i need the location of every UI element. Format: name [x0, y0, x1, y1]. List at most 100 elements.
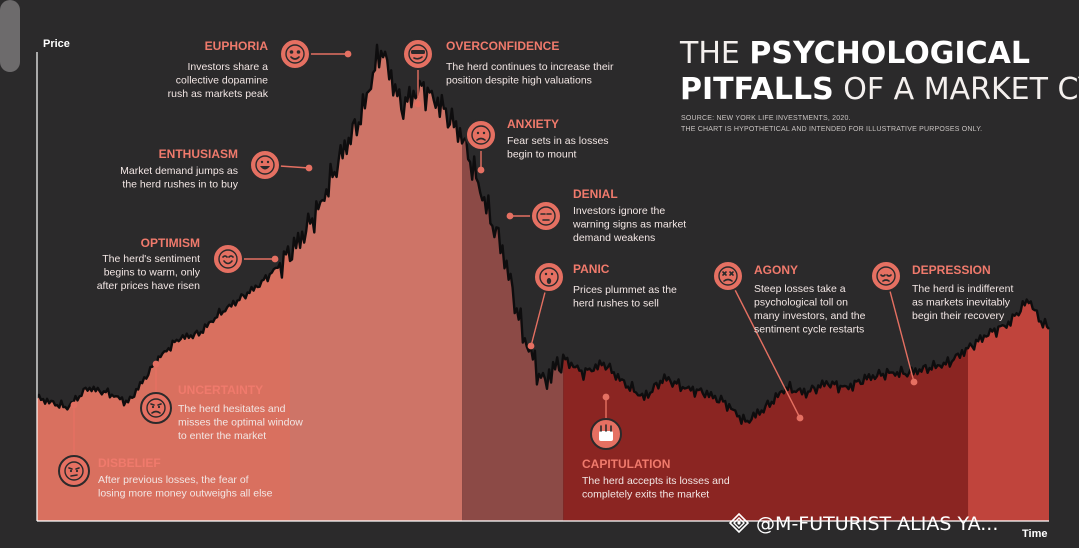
connector-dot-panic — [527, 342, 535, 350]
phase-desc-capitulation: The herd accepts its losses and — [582, 475, 730, 487]
phase-desc-anxiety: begin to mount — [507, 149, 577, 161]
connector-dot-depression — [910, 378, 918, 386]
scrollbar[interactable] — [0, 0, 20, 72]
y-axis-label: Price — [43, 38, 70, 50]
annotation-agony: AGONY Steep losses take a psychological to… — [712, 260, 866, 422]
phase-desc-denial: Investors ignore the — [573, 205, 665, 217]
white-flag-icon — [590, 418, 622, 450]
phase-label-panic: PANIC — [573, 262, 610, 276]
watermark-text: @M-FUTURIST ALIAS YA... — [756, 513, 999, 535]
phase-annotations: EUPHORIA Investors share a collective dopa… — [58, 38, 1013, 501]
annotation-overconfidence: OVERCONFIDENCE The herd continues to incr… — [402, 38, 614, 108]
sad-face-icon — [870, 260, 902, 292]
phase-desc-disbelief: After previous losses, the fear of — [98, 474, 249, 486]
source-line: SOURCE: NEW YORK LIFE INVESTMENTS, 2020. — [681, 115, 851, 122]
connector-dot-enthusiasm — [305, 164, 313, 172]
connector-dot-uncertainty — [152, 360, 160, 368]
annotation-capitulation: CAPITULATION The herd accepts its losses … — [582, 393, 730, 501]
connector-dot-disbelief — [70, 401, 78, 409]
chart-title: THE PSYCHOLOGICAL PITFALLS OF A MARKET C… — [679, 36, 1079, 133]
unamused-face-icon — [530, 200, 562, 232]
annotation-anxiety: ANXIETY Fear sets in as losses begin to mo… — [465, 117, 609, 174]
phase-desc-uncertainty: misses the optimal window — [178, 417, 303, 429]
connector-agony — [727, 275, 801, 419]
connector-dot-capitulation — [602, 393, 610, 401]
phase-desc-euphoria: rush as markets peak — [168, 88, 269, 100]
title-part-pitfalls: PITFALLS — [680, 72, 834, 107]
phase-desc-optimism: The herd's sentiment — [102, 253, 200, 265]
annotation-depression: DEPRESSION The herd is indifferent as mark… — [870, 260, 1013, 386]
diamond-logo-icon — [728, 512, 756, 535]
smiling-face-icon — [212, 243, 244, 275]
phase-desc-euphoria: Investors share a — [187, 61, 268, 73]
annotation-panic: PANIC Prices plummet as the herd rushes to… — [527, 261, 677, 350]
phase-desc-disbelief: losing more money outweighs all else — [98, 488, 273, 500]
phase-desc-agony: psychological toll on — [754, 297, 848, 309]
crying-face-icon — [712, 260, 744, 292]
sunglasses-face-icon — [402, 38, 434, 70]
worried-face-icon — [140, 392, 172, 424]
phase-desc-overconfidence: The herd continues to increase their — [446, 61, 614, 73]
title-line-1: THE PSYCHOLOGICAL — [679, 36, 1030, 71]
annotation-disbelief: DISBELIEF After previous losses, the fear… — [58, 401, 273, 500]
phase-label-enthusiasm: ENTHUSIASM — [159, 147, 238, 161]
title-part-rest: OF A MARKET CYCLE — [834, 72, 1079, 107]
phase-desc-enthusiasm: the herd rushes in to buy — [122, 179, 238, 191]
phase-desc-euphoria: collective dopamine — [176, 75, 268, 87]
phase-desc-optimism: begins to warm, only — [104, 267, 201, 279]
phase-desc-uncertainty: The herd hesitates and — [178, 403, 286, 415]
title-line-2: PITFALLS OF A MARKET CYCLE — [680, 72, 1079, 107]
grinning-face-icon — [249, 149, 281, 181]
anxious-face-icon — [465, 119, 497, 151]
phase-label-anxiety: ANXIETY — [507, 117, 559, 131]
connector-dot-overconfidence — [414, 100, 422, 108]
annotation-euphoria: EUPHORIA Investors share a collective dopa… — [168, 38, 352, 100]
phase-desc-panic: Prices plummet as the — [573, 284, 677, 296]
phase-desc-agony: sentiment cycle restarts — [754, 324, 864, 336]
phase-label-agony: AGONY — [754, 263, 798, 277]
phase-desc-optimism: after prices have risen — [97, 280, 200, 292]
disclaimer-line: THE CHART IS HYPOTHETICAL AND INTENDED F… — [681, 126, 982, 133]
connector-dot-anxiety — [477, 166, 485, 174]
phase-label-uncertainty: UNCERTAINTY — [178, 383, 263, 397]
annotation-denial: DENIAL Investors ignore the warning signs … — [506, 187, 686, 244]
phase-label-overconfidence: OVERCONFIDENCE — [446, 39, 559, 53]
phase-desc-depression: The herd is indifferent — [912, 283, 1013, 295]
phase-desc-overconfidence: position despite high valuations — [446, 75, 592, 87]
phase-zone-1 — [37, 246, 290, 521]
phase-desc-uncertainty: to enter the market — [178, 430, 266, 442]
connector-dot-optimism — [271, 255, 279, 263]
connector-dot-agony — [796, 414, 804, 422]
price-line — [36, 43, 1050, 425]
skeptical-face-icon — [58, 455, 90, 487]
phase-desc-denial: demand weakens — [573, 232, 655, 244]
phase-zone-4 — [563, 348, 969, 521]
annotation-optimism: OPTIMISM The herd's sentiment begins to wa… — [97, 236, 279, 292]
phase-desc-denial: warning signs as market — [572, 219, 686, 231]
starry-eyes-face-icon — [279, 38, 311, 70]
phase-desc-depression: begin their recovery — [912, 310, 1005, 322]
phase-desc-agony: Steep losses take a — [754, 283, 846, 295]
connector-dot-denial — [506, 212, 514, 220]
connector-dot-euphoria — [344, 50, 352, 58]
screaming-face-icon — [533, 261, 565, 293]
axes: Price Time — [36, 38, 1049, 540]
phase-desc-enthusiasm: Market demand jumps as — [120, 165, 238, 177]
phase-zone-3 — [462, 137, 564, 521]
x-axis-label: Time — [1022, 528, 1047, 540]
annotation-enthusiasm: ENTHUSIASM Market demand jumps as the herd… — [120, 147, 313, 191]
watermark: @M-FUTURIST ALIAS YA... — [728, 512, 998, 535]
title-part-psychological: PSYCHOLOGICAL — [749, 36, 1030, 71]
phase-label-denial: DENIAL — [573, 187, 618, 201]
phase-desc-agony: many investors, and the — [754, 310, 866, 322]
phase-desc-capitulation: completely exits the market — [582, 489, 709, 501]
phase-label-capitulation: CAPITULATION — [582, 457, 670, 471]
phase-label-disbelief: DISBELIEF — [98, 456, 161, 470]
phase-label-depression: DEPRESSION — [912, 263, 991, 277]
title-part-the: THE — [679, 36, 749, 71]
connector-depression — [885, 275, 915, 383]
annotation-uncertainty: UNCERTAINTY The herd hesitates and misses … — [140, 360, 303, 442]
phase-desc-anxiety: Fear sets in as losses — [507, 135, 609, 147]
phase-zone-2 — [290, 44, 463, 522]
phase-zones — [37, 44, 1049, 522]
